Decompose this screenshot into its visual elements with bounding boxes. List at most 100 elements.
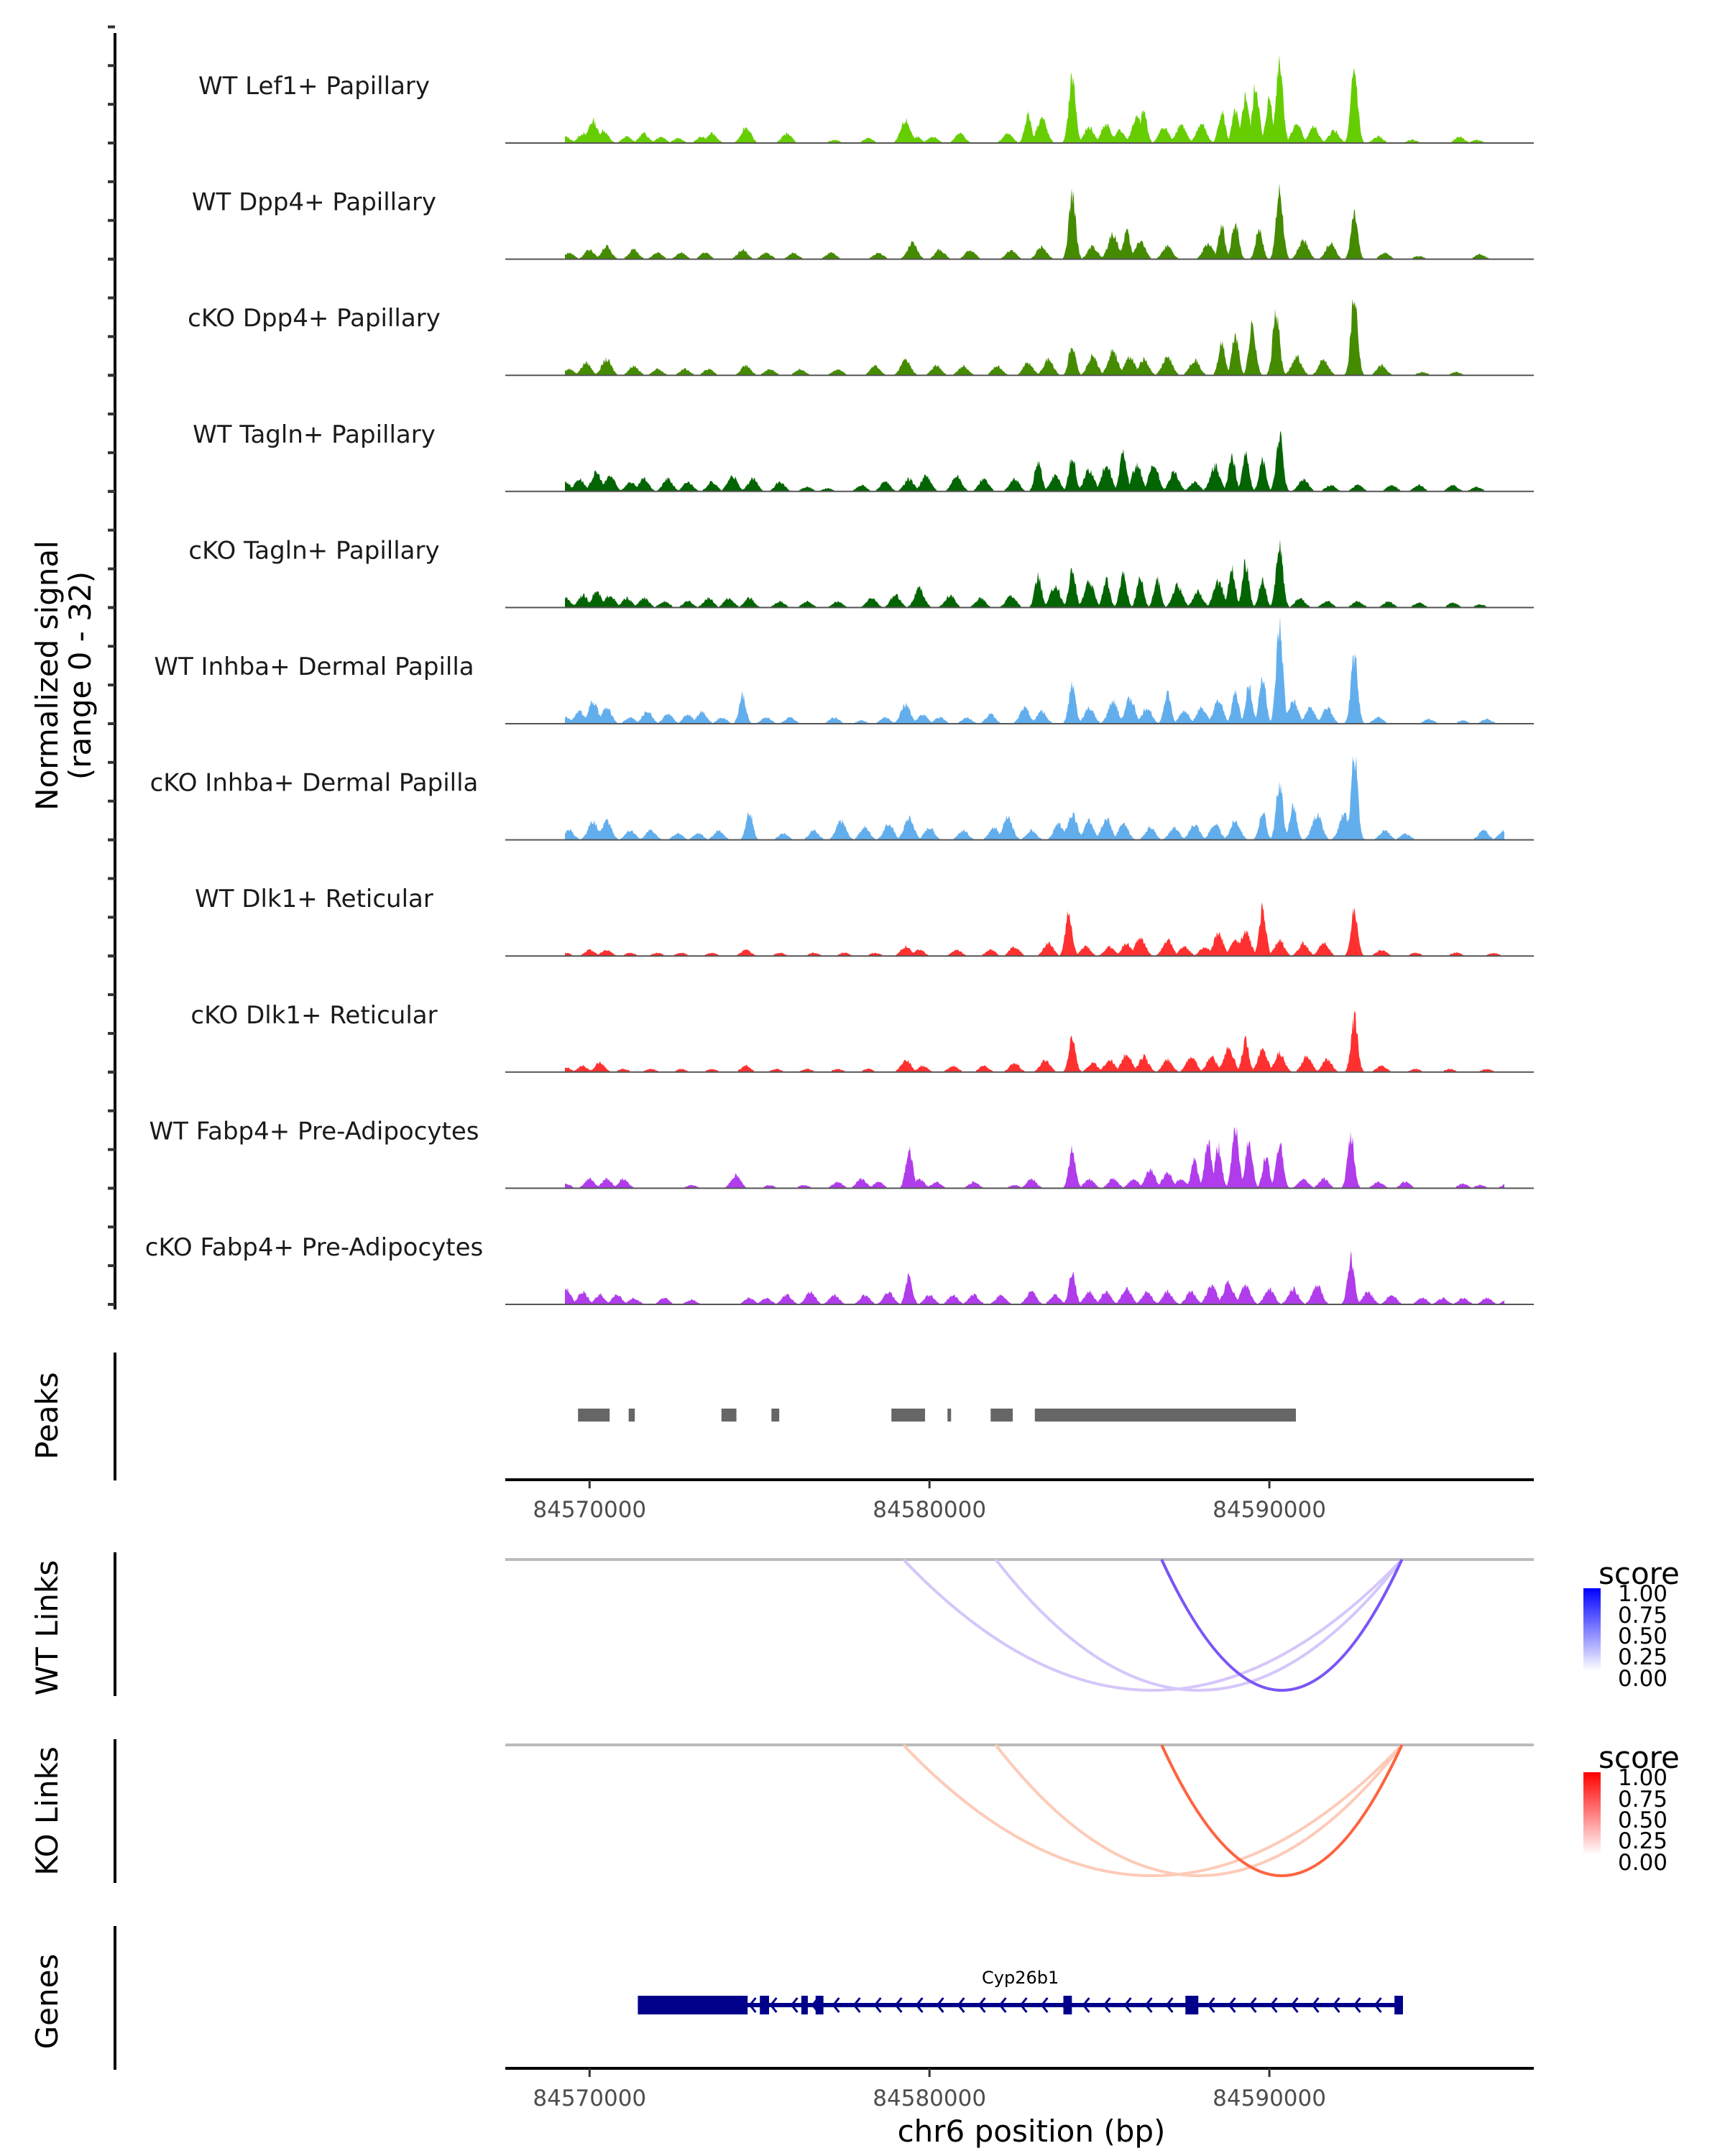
strand-arrow-icon — [1228, 1997, 1236, 2013]
x-tick-label: 84570000 — [533, 2086, 646, 2111]
strand-arrow-icon — [873, 1997, 882, 2013]
ko-links-label: KO Links — [29, 1746, 65, 1876]
wt-legend-tick: 0.00 — [1618, 1666, 1668, 1692]
wt-links-label: WT Links — [29, 1560, 65, 1695]
peak-region — [628, 1409, 635, 1422]
peak-region — [771, 1409, 780, 1422]
link-arc — [1160, 1559, 1404, 1692]
signal-area — [565, 183, 1504, 259]
strand-arrow-icon — [936, 1997, 944, 2013]
peaks-label: Peaks — [29, 1372, 65, 1460]
x-axis-title: chr6 position (bp) — [898, 2114, 1166, 2149]
track-label: WT Dpp4+ Papillary — [192, 188, 436, 217]
gene-exon — [801, 1996, 808, 2014]
ko-legend-tick: 0.75 — [1618, 1787, 1668, 1812]
peak-region — [891, 1409, 926, 1422]
wt-legend-tick: 0.50 — [1618, 1623, 1668, 1649]
signal-area — [565, 1250, 1504, 1304]
wt-score-legend: score 1.00 0.75 0.50 0.25 0.00 — [1583, 1556, 1680, 1692]
signal-track: WT Inhba+ Dermal Papilla — [108, 606, 1534, 725]
peak-region — [1034, 1409, 1296, 1422]
link-arc — [902, 1743, 1403, 1877]
link-arc — [994, 1743, 1404, 1877]
strand-arrow-icon — [1353, 1997, 1361, 2013]
strand-arrow-icon — [1290, 1997, 1299, 2013]
track-label: cKO Dlk1+ Reticular — [190, 1001, 437, 1030]
strand-arrow-icon — [998, 1997, 1007, 2013]
strand-arrow-icon — [1207, 1997, 1215, 2013]
signal-track: WT Dpp4+ Papillary — [108, 142, 1534, 261]
strand-arrow-icon — [1311, 1997, 1320, 2013]
signal-area — [565, 539, 1504, 608]
wt-legend-tick: 0.75 — [1618, 1603, 1668, 1628]
strand-arrow-icon — [790, 1997, 799, 2013]
signal-track: cKO Inhba+ Dermal Papilla — [108, 722, 1534, 842]
x-axis-top: 84570000 84580000 84590000 — [505, 1478, 1534, 1523]
strand-arrow-icon — [1248, 1997, 1257, 2013]
strand-arrow-icon — [1082, 1997, 1090, 2013]
track-label: WT Dlk1+ Reticular — [195, 885, 433, 913]
strand-arrow-icon — [769, 1997, 778, 2013]
strand-arrow-icon — [915, 1997, 924, 2013]
y-axis-title: Normalized signal (range 0 - 32) — [29, 540, 98, 811]
ko-legend-title: score — [1598, 1740, 1680, 1775]
strand-arrow-icon — [957, 1997, 965, 2013]
strand-arrow-icon — [1165, 1997, 1174, 2013]
ko-legend-tick: 0.00 — [1618, 1850, 1668, 1876]
strand-arrow-icon — [894, 1997, 903, 2013]
signal-area — [565, 902, 1504, 957]
genes-label: Genes — [29, 1954, 65, 2050]
x-tick-label: 84590000 — [1213, 2086, 1326, 2111]
track-label: cKO Fabp4+ Pre-Adipocytes — [145, 1233, 484, 1262]
ko-legend-tick: 0.25 — [1618, 1828, 1668, 1854]
gene-exon — [1185, 1996, 1199, 2014]
signal-track: cKO Dlk1+ Reticular — [108, 954, 1534, 1074]
y-axis-title-line1: Normalized signal — [29, 540, 65, 811]
y-axis-title-line2: (range 0 - 32) — [63, 571, 98, 780]
peak-region — [578, 1409, 610, 1422]
gene-exon — [1394, 1996, 1403, 2014]
track-label: WT Fabp4+ Pre-Adipocytes — [150, 1117, 479, 1146]
strand-arrow-icon — [1019, 1997, 1028, 2013]
wt-legend-colorbar — [1583, 1588, 1601, 1671]
peak-region — [990, 1409, 1013, 1422]
strand-arrow-icon — [1123, 1997, 1132, 2013]
strand-arrow-icon — [1269, 1997, 1278, 2013]
wt-legend-tick: 0.25 — [1618, 1644, 1668, 1670]
x-tick-label: 84580000 — [873, 2086, 986, 2111]
ko-legend-tick: 1.00 — [1618, 1765, 1668, 1791]
link-arc — [994, 1558, 1404, 1692]
peak-region — [721, 1409, 737, 1422]
ko-links-track — [505, 1743, 1534, 1877]
x-tick-label: 84570000 — [533, 1497, 646, 1523]
track-label: WT Tagln+ Papillary — [193, 420, 436, 449]
x-tick-label: 84580000 — [873, 1497, 986, 1523]
genes-track: Cyp26b1 — [638, 1968, 1403, 2014]
track-label: WT Inhba+ Dermal Papilla — [154, 653, 474, 681]
signal-track: cKO Dpp4+ Papillary — [108, 257, 1534, 377]
gene-exon — [638, 1996, 748, 2014]
gene-exon — [1063, 1996, 1072, 2014]
signal-area — [565, 616, 1504, 724]
signal-track: cKO Fabp4+ Pre-Adipocytes — [108, 1187, 1534, 1306]
signal-track: WT Tagln+ Papillary — [108, 374, 1534, 493]
strand-arrow-icon — [1103, 1997, 1111, 2013]
track-label: cKO Tagln+ Papillary — [188, 536, 439, 565]
signal-area — [565, 55, 1504, 143]
strand-arrow-icon — [1332, 1997, 1340, 2013]
wt-legend-tick: 1.00 — [1618, 1581, 1668, 1607]
signal-area — [565, 755, 1504, 840]
wt-legend-title: score — [1598, 1556, 1680, 1591]
signal-area — [565, 1011, 1504, 1072]
x-axis-bottom: 84570000 84580000 84590000 — [505, 2067, 1534, 2111]
peak-region — [947, 1409, 952, 1422]
gene-exon — [760, 1996, 769, 2014]
signal-track: WT Dlk1+ Reticular — [108, 838, 1534, 958]
gene-exon — [815, 1996, 824, 2014]
ko-legend-colorbar — [1583, 1772, 1601, 1855]
link-arc — [1160, 1744, 1404, 1877]
signal-area — [565, 298, 1504, 376]
track-label: cKO Inhba+ Dermal Papilla — [150, 769, 479, 798]
strand-arrow-icon — [1144, 1997, 1153, 2013]
signal-area — [565, 430, 1504, 492]
